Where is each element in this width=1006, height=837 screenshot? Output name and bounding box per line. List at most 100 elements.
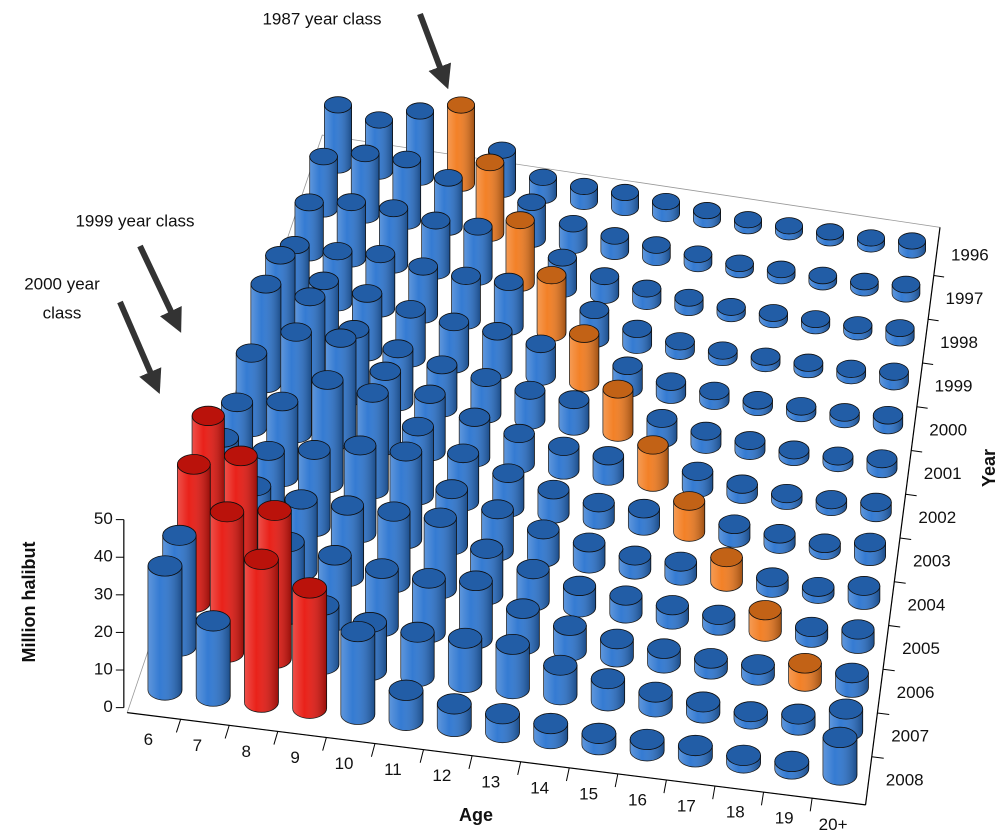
cylinder-top: [284, 489, 318, 510]
cylinder-top: [294, 287, 326, 307]
cylinder-top: [350, 144, 380, 163]
cylinder-top: [699, 381, 730, 401]
cylinder-top: [642, 236, 671, 254]
cylinder-top: [191, 405, 225, 426]
cylinder-top: [147, 555, 183, 577]
cylinder-shade: [448, 638, 482, 693]
cylinder-top: [434, 169, 463, 187]
x-tick-label: 9: [290, 748, 299, 767]
cylinder-top: [294, 193, 324, 212]
x-tick: [175, 719, 182, 733]
cylinder-top: [600, 628, 634, 650]
cylinder-top: [702, 604, 736, 625]
x-tick-label: 17: [677, 797, 696, 816]
cylinder-top: [835, 662, 869, 684]
cylinder-top: [592, 446, 625, 466]
cylinder-shade: [526, 343, 556, 386]
cylinder-shade: [527, 529, 560, 568]
cylinder-top: [763, 524, 796, 544]
x-tick: [224, 725, 230, 739]
cylinder-top: [536, 266, 567, 285]
cylinder-shade: [494, 281, 524, 336]
cylinder-top: [618, 545, 652, 566]
x-tick: [370, 743, 376, 757]
annotation: class: [43, 303, 82, 322]
depth-tick: [905, 493, 917, 497]
x-tick-label: 8: [241, 742, 250, 761]
cylinder-shade: [823, 737, 857, 786]
x-tick-label: 19: [775, 809, 794, 828]
cylinder-top: [590, 267, 620, 286]
depth-tick-label: 1998: [940, 333, 978, 352]
cylinder-top: [470, 368, 502, 387]
cylinder-top: [408, 257, 439, 276]
cylinder-top: [537, 479, 570, 500]
cylinder-top: [495, 633, 530, 655]
cylinder-top: [558, 214, 588, 233]
cylinder-top: [570, 177, 599, 195]
cylinder-top: [481, 499, 514, 520]
cylinder-top: [885, 319, 915, 338]
cylinder-shade: [543, 665, 578, 705]
depth-axis-line: [864, 227, 941, 805]
cylinder-top: [447, 443, 480, 464]
y-tick-label: 20: [94, 622, 113, 641]
cylinder-top: [379, 199, 409, 218]
depth-tick: [911, 450, 923, 453]
x-tick: [712, 785, 716, 800]
cylinder-shade: [637, 444, 669, 492]
cylinder-top: [311, 370, 344, 390]
depth-tick-label: 2001: [924, 464, 962, 483]
cylinder-top: [808, 533, 841, 554]
cylinder-shade: [569, 333, 599, 392]
cylinder-top: [808, 266, 838, 285]
cylinder-top: [734, 211, 763, 229]
cylinder-top: [388, 679, 424, 701]
cylinder-top: [572, 532, 606, 553]
cylinder-top: [482, 322, 513, 341]
y-axis-label: Million halibut: [19, 542, 39, 663]
cylinder-top: [748, 600, 782, 621]
cylinder-top: [525, 334, 556, 354]
cylinder-top: [492, 463, 525, 483]
depth-tick-label: 2005: [902, 639, 940, 658]
cylinder-top: [280, 322, 312, 342]
depth-tick-label: 1999: [935, 377, 973, 396]
cylinder-top: [866, 449, 898, 469]
cylinder-top: [569, 324, 600, 343]
cylinder-top: [323, 96, 352, 114]
cylinder-top: [558, 390, 590, 410]
depth-tick: [916, 406, 928, 409]
cylinder-top: [815, 490, 848, 510]
cylinder-top: [677, 734, 713, 757]
cylinder-top: [400, 621, 435, 643]
cylinder-top: [718, 514, 751, 534]
cylinder-top: [250, 274, 282, 294]
cylinder-top: [533, 712, 569, 735]
y-tick-label: 30: [94, 584, 113, 603]
cylinder-top: [547, 248, 577, 267]
cylinder-top: [758, 304, 788, 322]
cylinder-top: [690, 421, 722, 441]
depth-tick: [871, 756, 884, 759]
cylinder-top: [235, 343, 268, 363]
cylinder-shade: [558, 399, 589, 436]
cylinder-top: [786, 397, 817, 416]
cylinder-top: [330, 495, 365, 516]
depth-tick-label: 2004: [908, 595, 946, 614]
cylinder-top: [395, 300, 426, 319]
cylinder-top: [637, 435, 669, 455]
cylinder-top: [265, 246, 296, 265]
cylinder-top: [646, 409, 678, 428]
cylinder-top: [503, 423, 535, 444]
x-tick-label: 18: [726, 803, 745, 822]
depth-tick: [882, 668, 895, 672]
cylinder-top: [898, 232, 927, 250]
cylinder-shade: [482, 331, 513, 380]
cylinder-top: [414, 384, 446, 404]
cylinder-top: [340, 620, 376, 643]
x-axis-label: Age: [459, 805, 493, 825]
cylinder-top: [872, 405, 904, 425]
cylinder-top: [451, 266, 481, 285]
cylinder-top: [629, 728, 665, 751]
